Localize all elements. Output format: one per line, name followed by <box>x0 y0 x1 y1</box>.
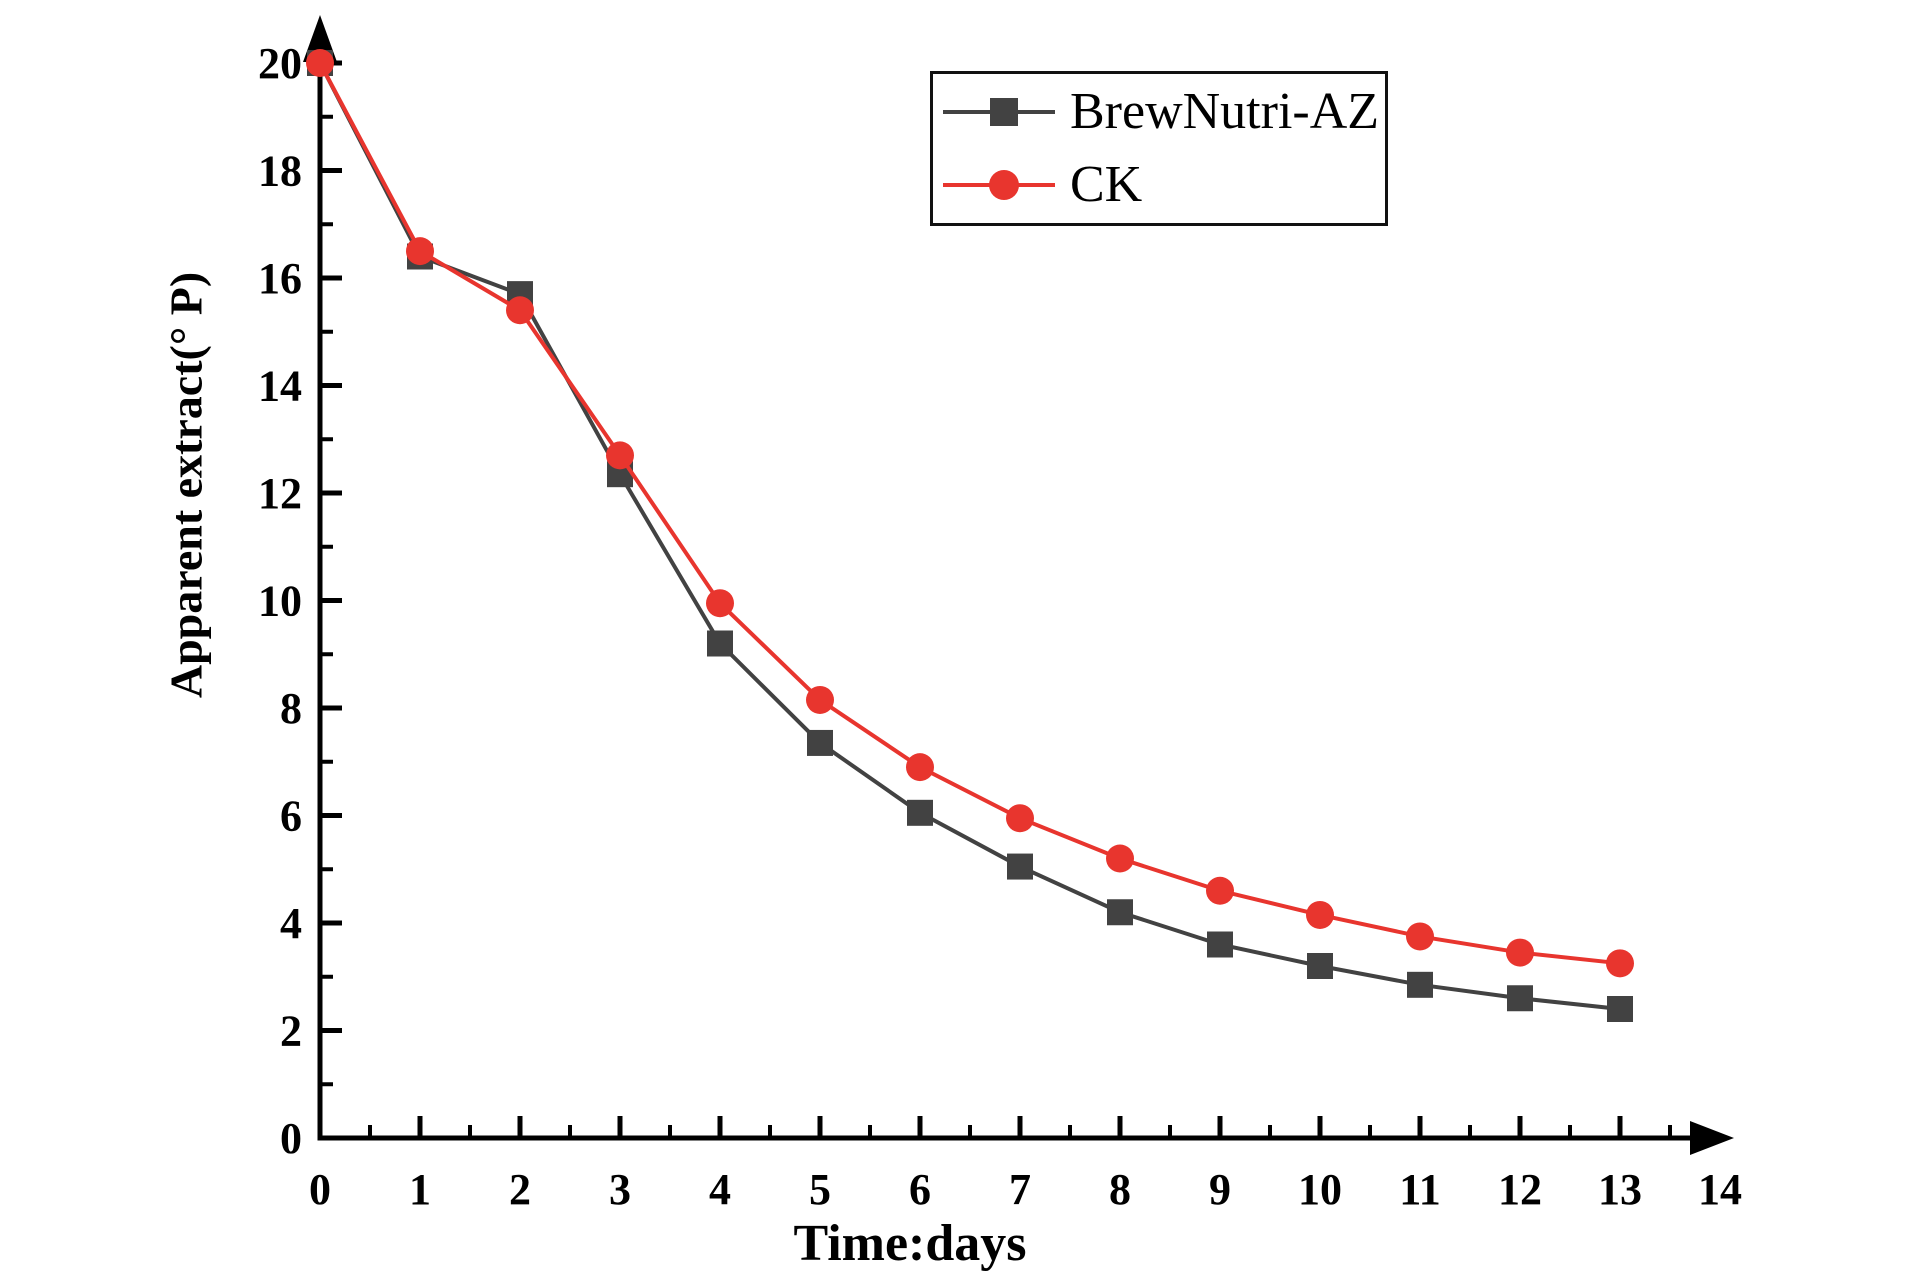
data-point-marker <box>1507 985 1533 1012</box>
data-point-marker <box>406 237 434 266</box>
legend-item-brewnutri-az: BrewNutri-AZ <box>933 76 1385 149</box>
data-point-marker <box>907 799 933 826</box>
x-tick-label: 2 <box>509 1165 531 1214</box>
y-tick-label: 0 <box>280 1114 302 1163</box>
data-point-marker <box>1607 996 1633 1022</box>
y-tick-label: 8 <box>280 684 302 733</box>
data-point-marker <box>1006 804 1034 833</box>
data-point-marker <box>506 296 534 325</box>
data-point-marker <box>807 729 833 756</box>
x-tick-label: 8 <box>1109 1165 1131 1214</box>
x-tick-label: 1 <box>409 1165 431 1214</box>
x-axis-arrow <box>1690 1121 1734 1155</box>
x-tick-label: 0 <box>309 1165 331 1214</box>
data-point-marker <box>1107 899 1133 926</box>
series-line-brewnutri-az <box>318 62 1621 1011</box>
y-tick-label: 2 <box>280 1007 302 1056</box>
x-tick-label: 12 <box>1498 1165 1542 1214</box>
x-tick-label: 6 <box>909 1165 931 1214</box>
data-point-marker <box>1407 971 1433 998</box>
square-marker-icon <box>990 98 1018 126</box>
data-point-marker <box>1306 900 1334 929</box>
circle-marker-icon <box>989 170 1019 200</box>
x-axis-title: Time:days <box>793 1215 1027 1272</box>
x-tick-label: 10 <box>1298 1165 1342 1214</box>
x-tick-label: 13 <box>1598 1165 1642 1214</box>
legend-label: CK <box>1070 156 1143 213</box>
y-tick-label: 14 <box>258 362 302 411</box>
x-tick-label: 14 <box>1698 1165 1742 1214</box>
data-point-marker <box>1106 844 1134 873</box>
data-point-marker <box>806 685 834 714</box>
data-point-marker <box>1406 922 1434 951</box>
legend-sample-square <box>943 98 1055 126</box>
x-tick-label: 4 <box>709 1165 731 1214</box>
data-point-marker <box>1606 949 1634 978</box>
y-tick-label: 12 <box>258 469 302 518</box>
x-tick-label: 3 <box>609 1165 631 1214</box>
data-point-marker <box>1007 853 1033 880</box>
data-point-marker <box>306 49 334 77</box>
data-point-marker <box>906 753 934 782</box>
legend-sample-circle <box>943 170 1055 200</box>
data-point-marker <box>706 589 734 618</box>
x-tick-label: 11 <box>1399 1165 1441 1214</box>
x-tick-label: 7 <box>1009 1165 1031 1214</box>
legend-item-ck: CK <box>933 149 1385 222</box>
y-tick-label: 4 <box>280 899 302 948</box>
legend-label: BrewNutri-AZ <box>1070 83 1380 140</box>
y-tick-label: 6 <box>280 792 302 841</box>
data-point-marker <box>707 630 733 657</box>
series-line-ck <box>318 62 1621 966</box>
data-point-marker <box>1307 953 1333 979</box>
y-tick-label: 18 <box>258 147 302 196</box>
data-point-marker <box>1206 876 1234 905</box>
y-tick-label: 16 <box>258 254 302 303</box>
y-tick-label: 10 <box>258 577 302 626</box>
data-point-marker <box>1207 931 1233 958</box>
legend: BrewNutri-AZ CK <box>930 71 1388 226</box>
x-tick-label: 9 <box>1209 1165 1231 1214</box>
x-tick-label: 5 <box>809 1165 831 1214</box>
data-point-marker <box>606 441 634 470</box>
y-tick-label: 20 <box>258 39 302 88</box>
y-axis-title: Apparent extract(° P) <box>160 271 212 699</box>
data-point-marker <box>1506 938 1534 967</box>
